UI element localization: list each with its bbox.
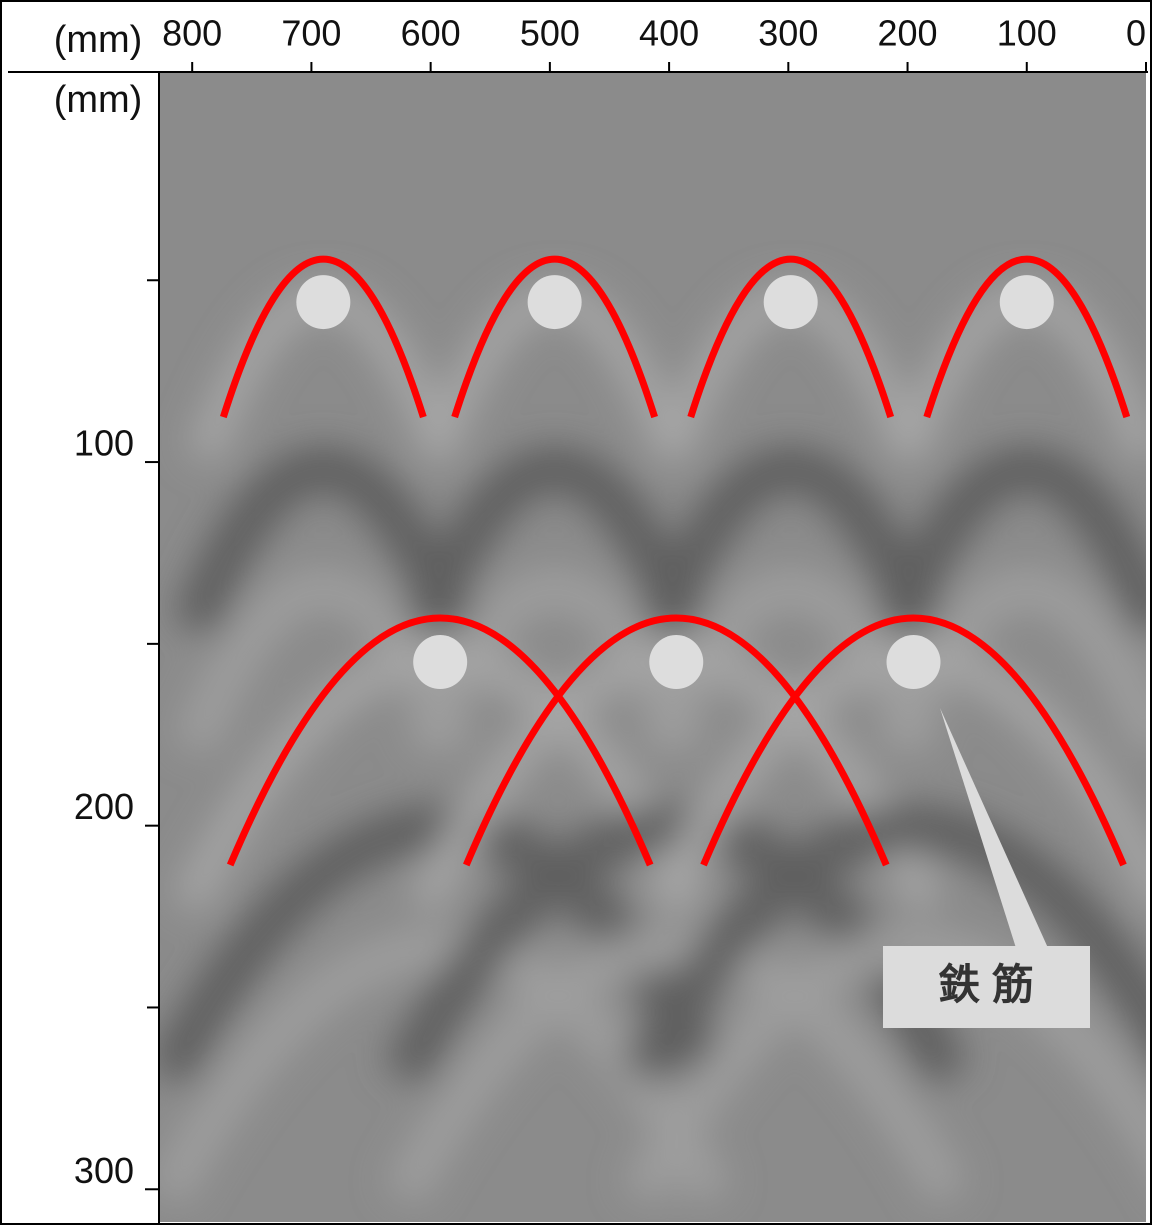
- rebar: [413, 635, 468, 690]
- hyperbola: [451, 255, 658, 419]
- rebar: [763, 275, 818, 330]
- callout-box: [883, 946, 1090, 1028]
- hyperbola: [687, 255, 895, 419]
- rebar-marks: [296, 275, 1054, 690]
- dark-band: [403, 446, 706, 636]
- hyperbola: [463, 614, 890, 867]
- rebar: [296, 275, 351, 330]
- x-tick-label: 100: [997, 13, 1057, 54]
- hyperbola: [700, 614, 1127, 867]
- hyperbola: [923, 255, 1131, 419]
- x-tick-label: 200: [878, 13, 938, 54]
- x-tick-label: 300: [758, 13, 818, 54]
- y-tick-label: 100: [74, 423, 134, 464]
- dark-band: [172, 446, 475, 636]
- light-band: [160, 928, 731, 1205]
- rebar: [527, 275, 582, 330]
- callout-label: 鉄 筋: [938, 961, 1034, 1008]
- callout-pointer: [940, 708, 1048, 948]
- dark-band: [875, 446, 1146, 636]
- dark-band: [639, 446, 942, 636]
- y-tick-label: 300: [74, 1150, 134, 1191]
- x-tick-label: 700: [281, 13, 341, 54]
- hyperbola: [226, 614, 654, 867]
- x-tick-label: 400: [639, 13, 699, 54]
- y-axis-unit: (mm): [54, 79, 143, 121]
- x-tick-label: 800: [162, 13, 222, 54]
- x-tick-label: 500: [520, 13, 580, 54]
- hyperbola: [220, 255, 427, 419]
- x-axis-unit: (mm): [54, 19, 143, 61]
- x-tick-label: 600: [401, 13, 461, 54]
- rebar: [886, 635, 941, 690]
- dark-band: [620, 805, 1146, 1087]
- rebar: [999, 275, 1054, 330]
- rebar: [649, 635, 704, 690]
- light-band: [385, 928, 967, 1205]
- y-tick-label: 200: [74, 786, 134, 827]
- hyperbolas: [220, 255, 1131, 867]
- x-tick-label: 0: [1126, 13, 1146, 54]
